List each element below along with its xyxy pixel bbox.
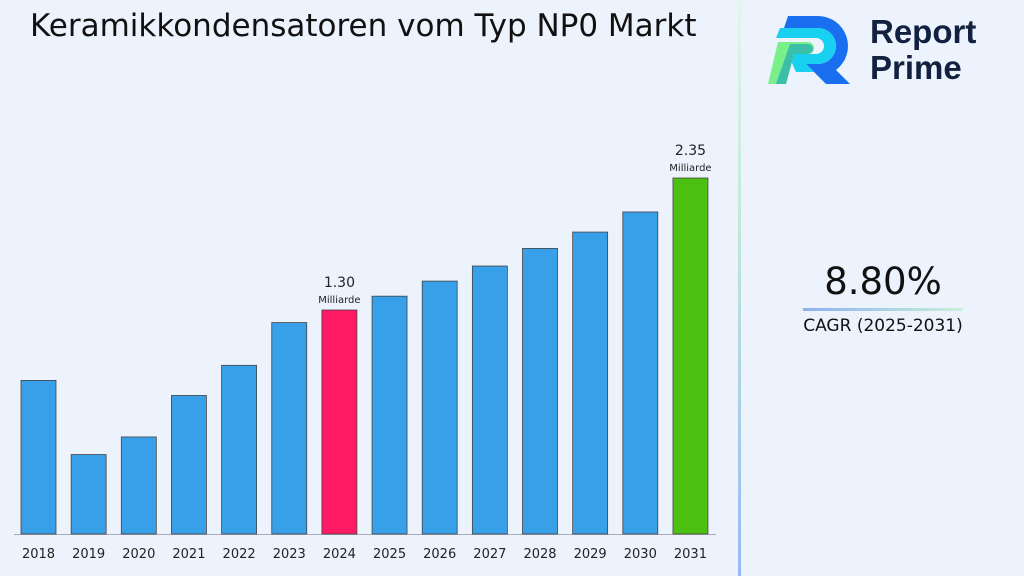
cagr-value: 8.80%: [824, 260, 942, 303]
bar-2027: [471, 265, 508, 535]
x-tick-label: 2027: [473, 547, 506, 562]
bar-2025: [371, 295, 408, 535]
data-label-unit: Milliarde: [318, 295, 360, 306]
divider: [738, 0, 741, 576]
logo-line1: Report: [870, 13, 977, 50]
x-tick-label: 2030: [624, 547, 657, 562]
logo-text: Report Prime: [870, 14, 976, 86]
x-tick-label: 2029: [574, 547, 607, 562]
x-tick-label: 2018: [22, 547, 55, 562]
bar-2028: [522, 248, 558, 535]
bar-2018: [20, 379, 57, 535]
bar-2029: [572, 231, 609, 535]
x-tick-label: 2025: [373, 547, 406, 562]
bar-2026: [421, 280, 458, 535]
bar-2022: [221, 364, 258, 535]
data-label-value: 1.30: [324, 275, 355, 291]
x-tick-label: 2020: [122, 547, 155, 562]
x-tick-label: 2023: [273, 547, 306, 562]
data-label-value: 2.35: [675, 143, 706, 159]
data-label-unit: Milliarde: [669, 163, 711, 174]
bar-2021: [171, 395, 207, 535]
logo-line2: Prime: [870, 49, 962, 86]
x-tick-label: 2028: [523, 547, 556, 562]
x-tick-label: 2026: [423, 547, 456, 562]
x-tick-label: 2021: [172, 547, 205, 562]
x-tick-label: 2031: [674, 547, 707, 562]
cagr-label: CAGR (2025-2031): [803, 316, 963, 336]
bar-2019: [70, 454, 107, 535]
x-tick-label: 2019: [72, 547, 105, 562]
x-tick-label: 2024: [323, 547, 356, 562]
bar-2020: [120, 436, 157, 535]
bar-2024: [321, 309, 358, 535]
x-tick-label: 2022: [223, 547, 256, 562]
report-prime-logo-icon: [768, 16, 850, 84]
bar-chart: 2018 2019 2020 2021 2022 2023 2024 1.30 Milliard…: [14, 143, 716, 562]
cagr-underline: [803, 308, 963, 311]
bar-2030: [622, 211, 659, 535]
bar-2023: [271, 322, 308, 535]
bar-2031: [672, 177, 709, 535]
chart-title: Keramikkondensatoren vom Typ NP0 Markt: [30, 8, 697, 44]
